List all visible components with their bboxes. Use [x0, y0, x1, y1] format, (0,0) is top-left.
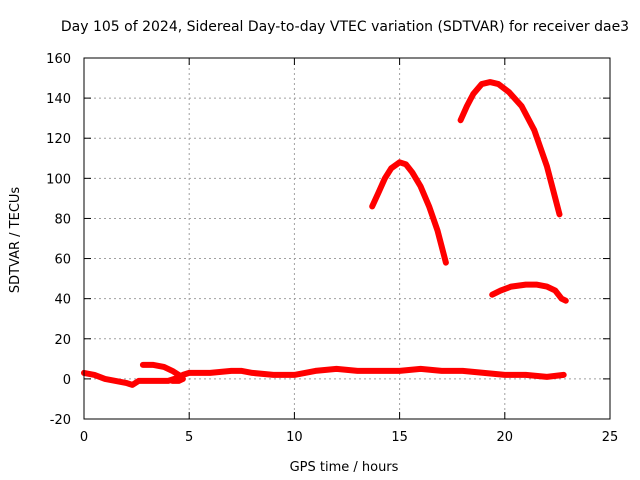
y-tick-label: 40	[54, 293, 71, 308]
y-tick-label: 140	[46, 92, 71, 107]
x-tick-label: 5	[185, 430, 193, 445]
y-tick-label: 160	[46, 52, 71, 67]
y-tick-label: 100	[46, 172, 71, 187]
y-tick-label: -20	[50, 413, 71, 428]
series-arc-18-23h	[457, 79, 563, 218]
y-tick-label: 0	[63, 373, 71, 388]
y-axis-label: SDTVAR / TECUs	[8, 187, 23, 294]
series-arc-14-17h	[369, 159, 449, 266]
x-tick-label: 20	[497, 430, 514, 445]
x-tick-label: 15	[391, 430, 408, 445]
y-tick-label: 20	[54, 333, 71, 348]
series-segment-2-4h	[139, 361, 186, 384]
chart-title: Day 105 of 2024, Sidereal Day-to-day VTE…	[61, 19, 629, 35]
data-series	[81, 79, 569, 388]
y-tick-label: 60	[54, 253, 71, 268]
x-tick-label: 25	[602, 430, 619, 445]
series-baseline	[81, 365, 567, 388]
x-tick-label: 10	[286, 430, 303, 445]
series-arc-19-23h-low	[489, 281, 569, 304]
x-axis-ticks: 0 5 10 15 20 25	[80, 58, 618, 445]
y-tick-label: 80	[54, 212, 71, 227]
x-tick-label: 0	[80, 430, 88, 445]
x-axis-label: GPS time / hours	[290, 460, 399, 475]
grid-lines	[84, 58, 610, 419]
y-tick-label: 120	[46, 132, 71, 147]
y-axis-ticks: -20 0 20 40 60 80 100 120 140 160	[46, 52, 610, 428]
plot-frame	[83, 57, 611, 420]
